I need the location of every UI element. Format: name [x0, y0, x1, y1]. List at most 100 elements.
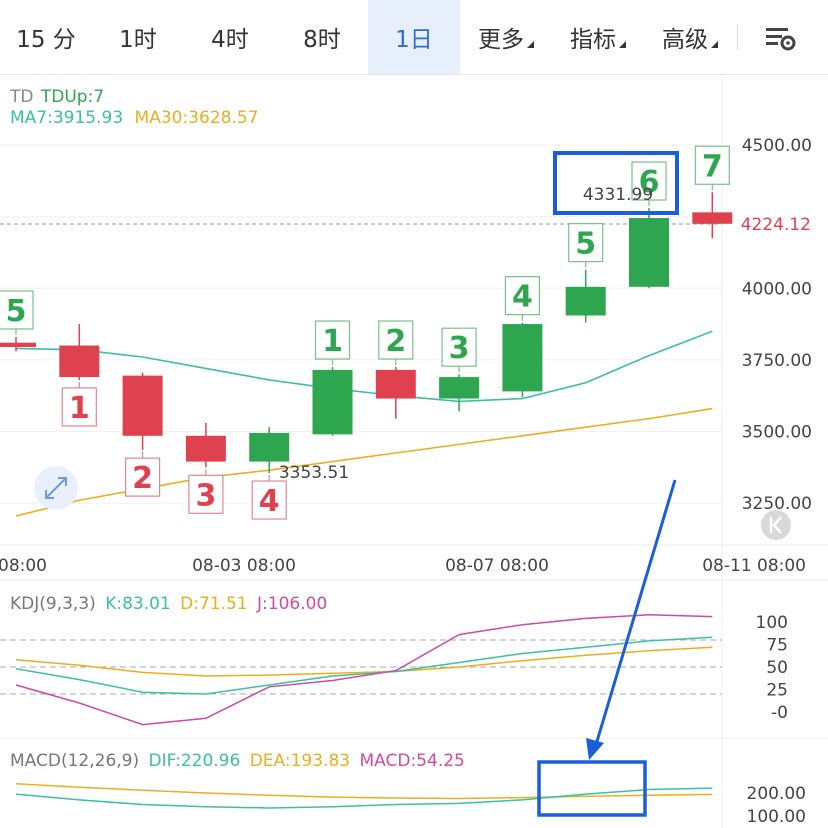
tab-6[interactable]: 指标 — [552, 0, 644, 74]
tab-label: 1日 — [395, 27, 433, 53]
kdj-axis-label: 25 — [766, 681, 788, 701]
tab-3[interactable]: 8时 — [276, 0, 368, 74]
kdj-k: K:83.01 — [105, 594, 171, 614]
dropdown-caret-icon — [527, 40, 534, 48]
tab-0[interactable]: 15 分 — [0, 0, 92, 74]
scroll-back-icon-glyph — [769, 516, 782, 534]
macd-axis-label: 200.00 — [747, 784, 806, 804]
highlight-box-macd — [537, 760, 647, 817]
kdj-legend: KDJ(9,3,3) K:83.01 D:71.51 J:106.00 — [10, 594, 327, 614]
tab-1[interactable]: 1时 — [92, 0, 184, 74]
tab-label: 指标 — [570, 27, 616, 53]
td-count-label: 3 — [195, 478, 216, 513]
low-price-label: 3353.51 — [279, 463, 349, 483]
tab-label: 1时 — [119, 27, 157, 53]
dropdown-caret-icon — [619, 40, 626, 48]
macd-dea-line — [15, 783, 713, 800]
y-tick-label: 4500.00 — [742, 136, 812, 156]
kdj-axis-label: 50 — [766, 658, 788, 678]
last-price-label: 4224.12 — [741, 215, 811, 235]
td-label: TD — [10, 87, 34, 107]
td-count-box — [124, 457, 161, 497]
x-tick-label: 08:00 — [0, 556, 47, 576]
y-tick-label: 3750.00 — [742, 351, 812, 371]
td-count-box — [61, 387, 97, 427]
candle-body — [122, 375, 163, 436]
macd-dea: DEA:193.83 — [249, 751, 351, 771]
chart-settings-icon[interactable] — [762, 22, 798, 52]
td-count-label: 7 — [702, 149, 723, 184]
tab-7[interactable]: 高级 — [644, 0, 736, 74]
tab-label: 15 分 — [16, 27, 76, 53]
macd-dif-line — [15, 787, 713, 809]
y-tick-label: 3500.00 — [742, 423, 812, 443]
candle-body — [59, 345, 100, 378]
candle-body — [692, 212, 733, 224]
candle-body — [375, 369, 416, 399]
td-count-label: 4 — [512, 280, 533, 315]
x-tick-label: 08-11 08:00 — [702, 556, 806, 576]
scroll-back-icon-bg — [761, 510, 791, 540]
td-count-label: 5 — [575, 227, 596, 262]
annotation-arrow-head — [586, 738, 604, 760]
td-count-box — [314, 320, 351, 360]
tab-label: 更多 — [478, 27, 524, 53]
candle-body — [185, 435, 226, 462]
main-legend-td: TD TDUp:7 — [10, 87, 104, 107]
annotation-arrow-line — [593, 479, 677, 749]
candle-body — [502, 324, 543, 392]
td-count-box — [441, 327, 477, 367]
timeframe-toolbar: 15 分 1时 4时 8时 1日 更多 指标 高级 — [0, 0, 828, 75]
ma30-value: MA30:3628.57 — [134, 108, 259, 128]
kdj-d-line — [15, 646, 713, 677]
kdj-title: KDJ(9,3,3) — [10, 594, 96, 614]
y-tick-label: 3250.00 — [742, 494, 812, 514]
expand-icon — [34, 466, 78, 510]
candle-body — [249, 432, 290, 462]
candle-body — [0, 342, 36, 347]
tab-5[interactable]: 更多 — [460, 0, 552, 74]
tab-label: 8时 — [303, 27, 341, 53]
dropdown-caret-icon — [711, 40, 718, 48]
kdj-j: J:106.00 — [257, 594, 328, 614]
macd-axis-label: 100.00 — [747, 807, 806, 827]
kdj-axis-label: 100 — [756, 613, 788, 633]
tab-4[interactable]: 1日 — [368, 0, 460, 74]
kdj-axis-label: -0 — [771, 703, 788, 723]
main-legend-ma: MA7:3915.93 MA30:3628.57 — [10, 108, 259, 128]
td-count-label: 5 — [6, 294, 27, 329]
candle-body — [565, 286, 606, 316]
td-count-box — [504, 276, 540, 316]
td-count-label: 2 — [385, 324, 406, 359]
td-count-label: 6 — [639, 165, 660, 200]
kdj-d: D:71.51 — [180, 594, 248, 614]
td-count-box — [0, 290, 34, 330]
macd-legend: MACD(12,26,9) DIF:220.96 DEA:193.83 MACD… — [10, 751, 465, 771]
td-count-label: 1 — [69, 391, 90, 426]
x-tick-label: 08-03 08:00 — [192, 556, 296, 576]
tab-2[interactable]: 4时 — [184, 0, 276, 74]
candle-body — [629, 218, 669, 287]
ma30-line — [15, 407, 713, 517]
td-count-box — [694, 145, 730, 185]
toolbar-divider — [737, 24, 738, 50]
macd-dif: DIF:220.96 — [148, 751, 241, 771]
ma7-value: MA7:3915.93 — [10, 108, 124, 128]
macd-value: MACD:54.25 — [359, 751, 465, 771]
x-tick-label: 08-07 08:00 — [445, 556, 549, 576]
scroll-back-icon — [761, 510, 791, 540]
high-price-label: 4331.99 — [583, 185, 653, 205]
td-count-box — [631, 161, 667, 201]
y-tick-label: 4000.00 — [742, 279, 812, 299]
td-count-box — [568, 223, 604, 263]
tab-label: 高级 — [662, 27, 708, 53]
td-count-label: 4 — [259, 484, 280, 519]
expand-icon-bg — [34, 466, 78, 510]
td-count-label: 2 — [132, 461, 153, 496]
kdj-axis-label: 75 — [766, 636, 788, 656]
kdj-j-line — [15, 614, 713, 726]
kdj-k-line — [15, 636, 713, 695]
td-count-box — [188, 474, 224, 514]
candle-body — [312, 369, 353, 435]
td-value: TDUp:7 — [40, 87, 105, 107]
